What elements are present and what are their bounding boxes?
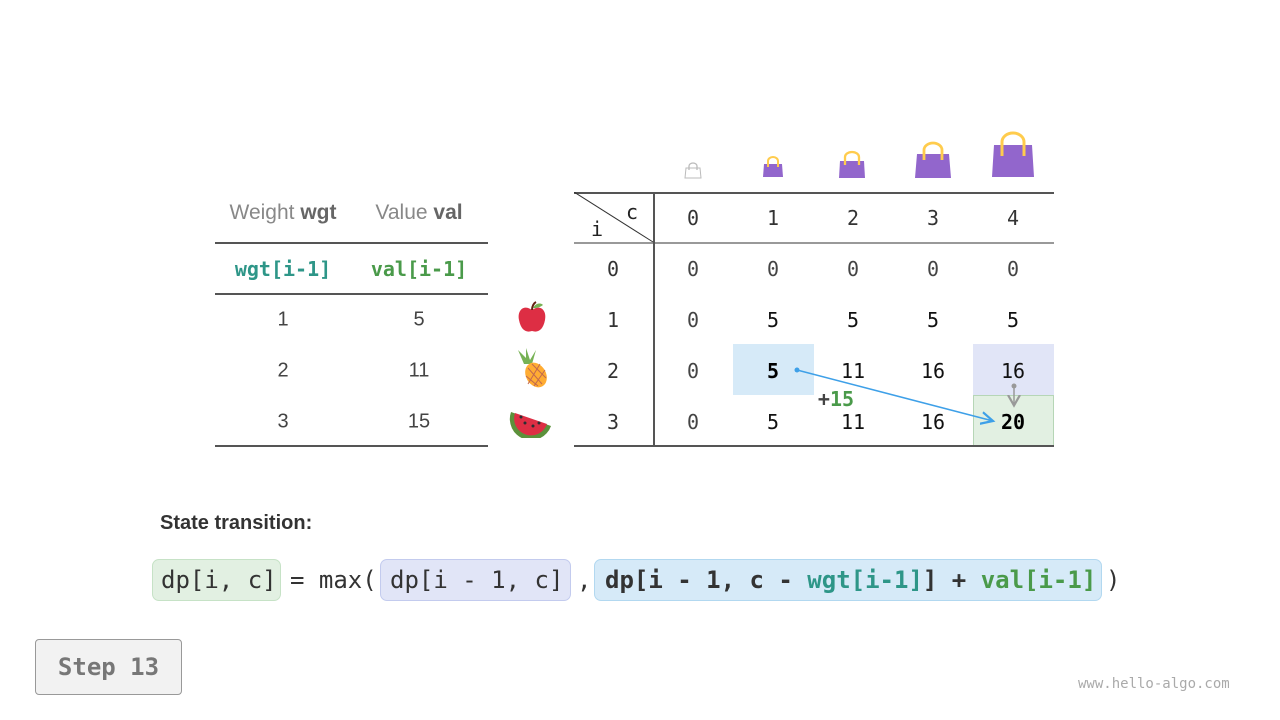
step-button[interactable]: Step 13 xyxy=(35,639,182,695)
option2-text: dp[i - 1, c - wgt[i-1]] + val[i-1] xyxy=(605,566,1097,594)
dp-cell: 16 xyxy=(1000,359,1026,383)
row-header: 1 xyxy=(606,308,620,332)
dp-cell: 0 xyxy=(926,257,940,281)
col-header: 2 xyxy=(846,206,860,230)
bag-icon-empty xyxy=(684,162,702,179)
dp-cell: 16 xyxy=(920,359,946,383)
row-header: 2 xyxy=(606,359,620,383)
dp-cell: 5 xyxy=(766,410,780,434)
lhs-text: dp[i, c] xyxy=(161,566,277,594)
dp-cell: 0 xyxy=(686,410,700,434)
col-header: 4 xyxy=(1006,206,1020,230)
dp-cell: 5 xyxy=(766,308,780,332)
col-header: 3 xyxy=(926,206,940,230)
wgt-cell: 3 xyxy=(277,410,289,433)
watermelon-icon xyxy=(509,412,551,438)
val-cell: 15 xyxy=(407,410,431,433)
wgt-subheader: wgt[i-1] xyxy=(234,257,332,281)
option1-text: dp[i - 1, c] xyxy=(390,566,564,594)
highlight-take-source xyxy=(733,344,814,395)
transition-label: State transition: xyxy=(160,512,313,534)
watermark: www.hello-algo.com xyxy=(1078,676,1230,692)
val-subheader: val[i-1] xyxy=(370,257,468,281)
option1-box xyxy=(380,559,571,601)
corner-c: c xyxy=(625,200,639,224)
corner-i: i xyxy=(590,217,604,241)
dp-cell: 5 xyxy=(1006,308,1020,332)
dp-cell: 5 xyxy=(926,308,940,332)
eq-text: = max( xyxy=(290,566,377,594)
take-arrow xyxy=(796,369,993,421)
dp-cell: 5 xyxy=(766,359,780,383)
dp-cell: 0 xyxy=(766,257,780,281)
dp-cell: 0 xyxy=(686,308,700,332)
wgt-cell: 2 xyxy=(277,359,289,382)
dp-cell: 0 xyxy=(686,359,700,383)
wgt-cell: 1 xyxy=(277,308,289,331)
lhs-box xyxy=(152,559,281,601)
close-paren: ) xyxy=(1106,566,1121,594)
dp-cell: 16 xyxy=(920,410,946,434)
dp-cell: 0 xyxy=(1006,257,1020,281)
bag-icon-4 xyxy=(992,131,1034,177)
dp-cell: 0 xyxy=(686,257,700,281)
val-cell: 11 xyxy=(408,359,430,382)
val-cell: 5 xyxy=(413,308,425,331)
col-header: 0 xyxy=(686,206,700,230)
col-header: 1 xyxy=(766,206,780,230)
option2-box xyxy=(594,559,1102,601)
plus-value-label: +15 xyxy=(817,387,855,411)
dp-cell: 20 xyxy=(1000,410,1026,434)
bag-icon-1 xyxy=(763,156,783,177)
comma-text: , xyxy=(577,566,592,594)
bag-icon-3 xyxy=(915,141,951,178)
row-header: 0 xyxy=(606,257,620,281)
row-header: 3 xyxy=(606,410,620,434)
dp-cell: 11 xyxy=(840,410,866,434)
dp-cell: 0 xyxy=(846,257,860,281)
pineapple-icon xyxy=(518,348,547,388)
weight-header: Weight wgt xyxy=(229,201,337,224)
dp-cell: 5 xyxy=(846,308,860,332)
dp-cell: 11 xyxy=(840,359,866,383)
bag-icon-2 xyxy=(839,150,865,178)
value-header: Value val xyxy=(375,201,463,224)
apple-icon xyxy=(518,301,546,332)
